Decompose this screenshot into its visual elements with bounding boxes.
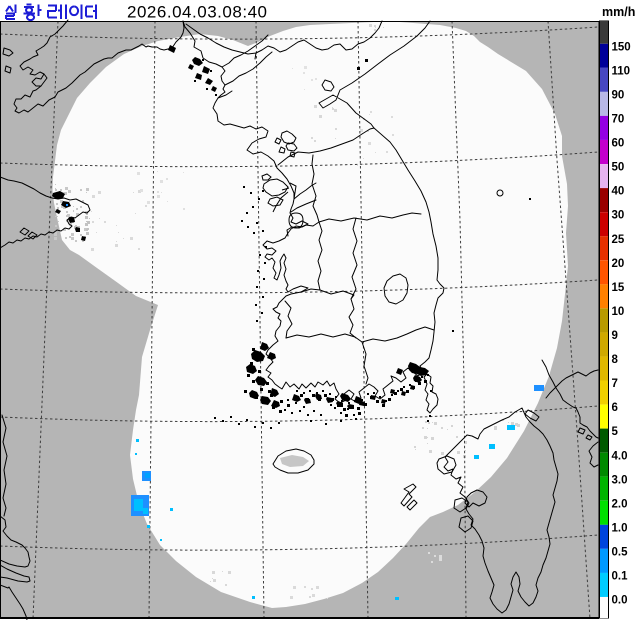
svg-text:7: 7 [612,378,618,390]
svg-text:15: 15 [612,282,625,294]
svg-text:0.0: 0.0 [612,595,628,607]
svg-text:60: 60 [612,138,625,150]
svg-text:3.0: 3.0 [612,474,628,486]
svg-text:6: 6 [612,402,618,414]
svg-text:0.1: 0.1 [612,571,629,583]
svg-text:50: 50 [612,162,625,174]
svg-text:70: 70 [612,114,625,126]
svg-text:30: 30 [612,210,625,222]
svg-text:0.5: 0.5 [612,547,629,559]
svg-text:40: 40 [612,186,625,198]
svg-text:8: 8 [612,354,619,366]
svg-text:1.0: 1.0 [612,522,628,534]
svg-text:5: 5 [612,426,619,438]
svg-text:9: 9 [612,330,618,342]
svg-text:10: 10 [612,306,625,318]
svg-text:150: 150 [612,41,631,53]
svg-text:90: 90 [612,90,625,102]
svg-text:110: 110 [612,65,631,77]
svg-text:2.0: 2.0 [612,498,628,510]
svg-text:25: 25 [612,234,625,246]
svg-text:2026.04.03.08:40: 2026.04.03.08:40 [127,3,267,22]
svg-text:mm/h: mm/h [602,5,635,19]
svg-text:4.0: 4.0 [612,450,628,462]
svg-text:20: 20 [612,258,625,270]
